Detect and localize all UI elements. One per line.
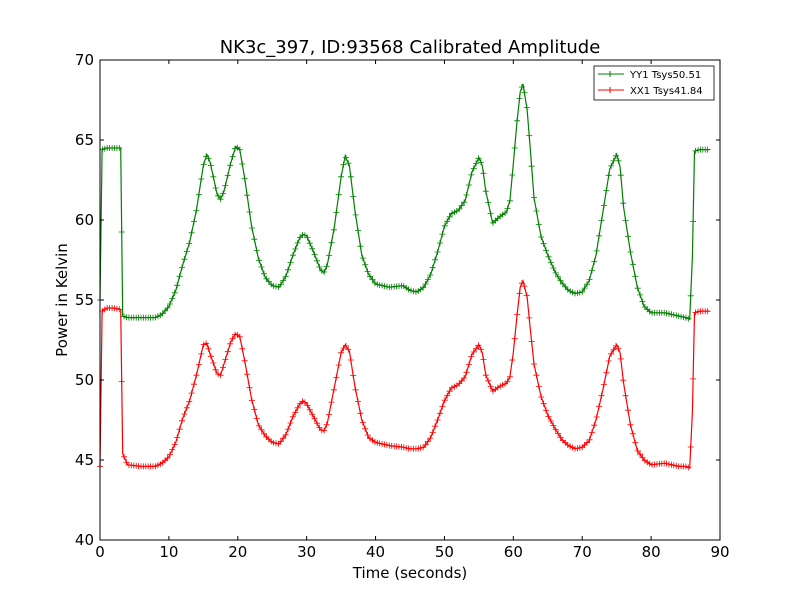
x-tick-label-1: 10 — [159, 543, 178, 561]
y-tick-label-1: 45 — [75, 451, 94, 469]
x-tick-label-6: 60 — [504, 543, 523, 561]
legend: YY1 Tsys50.51 XX1 Tsys41.84 — [593, 65, 715, 101]
legend-marker-xx1 — [607, 87, 613, 93]
legend-marker-yy1 — [607, 71, 613, 77]
y-tick-label-2: 50 — [75, 371, 94, 389]
series-layer — [97, 83, 711, 471]
x-axis-label: Time (seconds) — [352, 564, 468, 582]
chart-title: NK3c_397, ID:93568 Calibrated Amplitude — [220, 37, 601, 58]
legend-label-yy1: YY1 Tsys50.51 — [629, 70, 701, 81]
x-tick-label-0: 0 — [95, 543, 105, 561]
plot-area — [100, 60, 720, 540]
x-tick-label-9: 90 — [710, 543, 729, 561]
x-tick-label-7: 70 — [573, 543, 592, 561]
y-axis-label: Power in Kelvin — [53, 243, 71, 357]
x-tick-label-2: 20 — [228, 543, 247, 561]
y-tick-label-6: 70 — [75, 51, 94, 69]
tick-layer: 0 10 20 30 40 50 60 70 80 90 40 45 50 55 60 65 70 — [75, 51, 730, 561]
x-tick-label-5: 50 — [435, 543, 454, 561]
y-tick-label-4: 60 — [75, 211, 94, 229]
x-tick-label-4: 40 — [366, 543, 385, 561]
y-tick-label-0: 40 — [75, 531, 94, 549]
y-tick-label-5: 65 — [75, 131, 94, 149]
legend-box — [593, 65, 715, 101]
x-tick-label-3: 30 — [297, 543, 316, 561]
x-tick-label-8: 80 — [642, 543, 661, 561]
y-tick-label-3: 55 — [75, 291, 94, 309]
legend-label-xx1: XX1 Tsys41.84 — [630, 86, 703, 97]
